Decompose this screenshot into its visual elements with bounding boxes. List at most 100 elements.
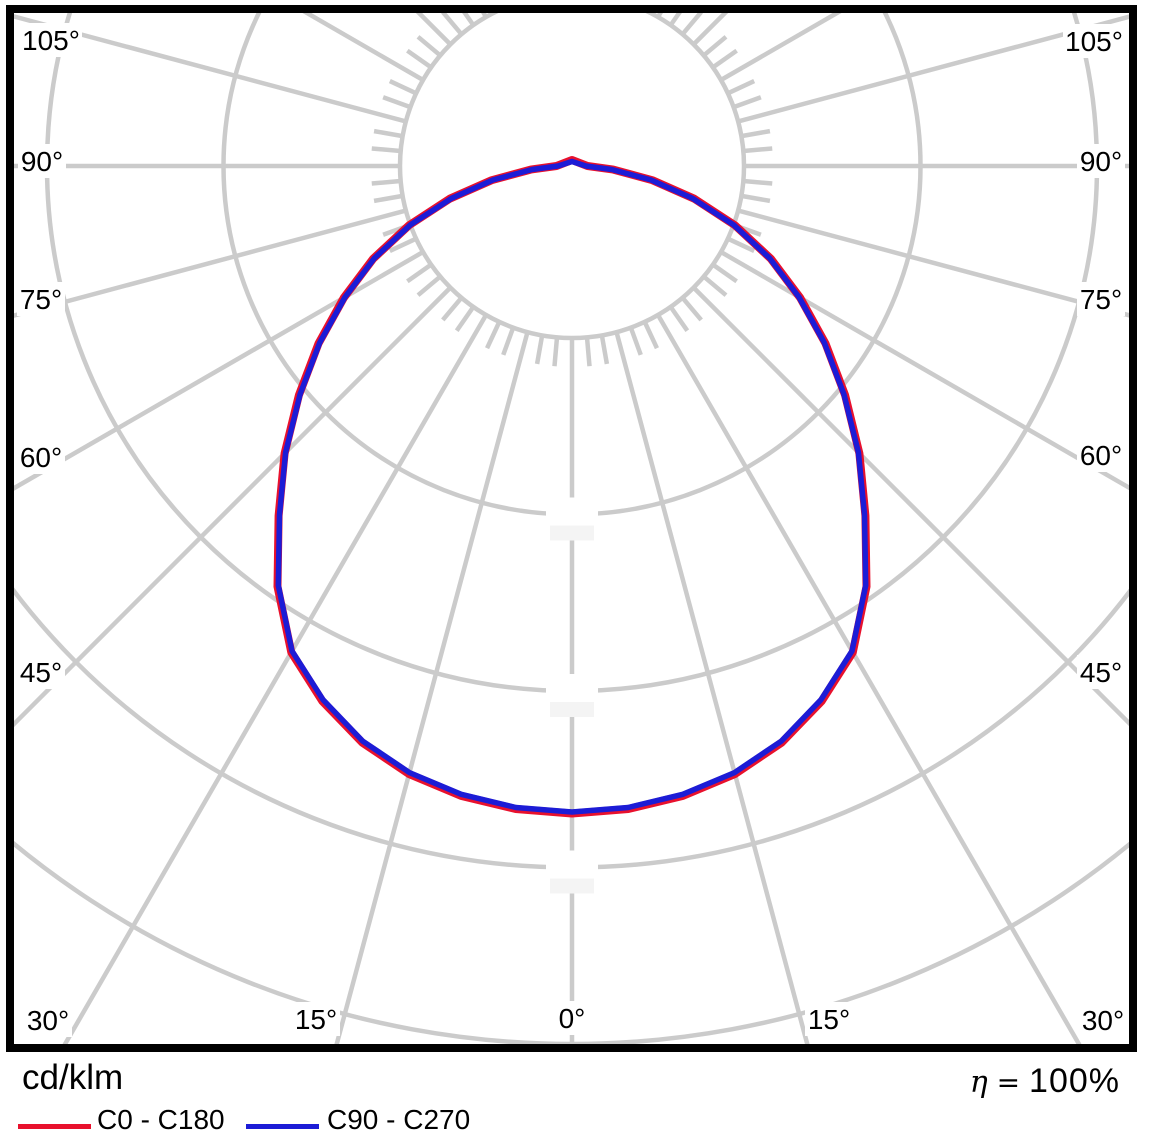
angle-label: 45° bbox=[20, 657, 62, 688]
legend-label-c90-c270: C90 - C270 bbox=[327, 1104, 471, 1135]
angle-label-backing bbox=[1077, 655, 1125, 689]
angle-label-backing bbox=[20, 23, 82, 57]
angle-label-backing bbox=[292, 1002, 340, 1036]
blank-radial-label-remnant bbox=[550, 525, 594, 541]
grid-minor-tick bbox=[740, 193, 771, 204]
angle-label: 0° bbox=[559, 1003, 586, 1034]
grid-minor-tick bbox=[599, 334, 610, 365]
grid-minor-tick bbox=[441, 296, 464, 322]
grid-ring bbox=[397, 12, 747, 341]
angle-label-backing bbox=[17, 282, 65, 316]
eta-value: 100% bbox=[1029, 1062, 1120, 1100]
grid-minor-tick bbox=[534, 334, 545, 365]
grid-minor-tick bbox=[732, 95, 762, 110]
grid-spoke bbox=[13, 250, 425, 492]
grid-minor-tick bbox=[388, 79, 418, 96]
legend-swatch-c90-c270 bbox=[246, 1124, 319, 1129]
grid-minor-tick bbox=[461, 12, 476, 27]
angle-label: 90° bbox=[21, 146, 63, 177]
grid-minor-tick bbox=[371, 146, 401, 154]
grid-spoke bbox=[13, 286, 452, 729]
grid-minor-tick bbox=[740, 128, 771, 139]
grid-spoke bbox=[656, 313, 1083, 1045]
plot-border bbox=[6, 5, 1137, 1052]
grid-minor-tick bbox=[702, 274, 728, 297]
grid-spoke bbox=[692, 286, 1130, 728]
angle-label: 60° bbox=[1080, 440, 1122, 471]
grid-minor-tick bbox=[628, 326, 643, 356]
grid-spoke bbox=[13, 208, 407, 319]
grid-minor-tick bbox=[485, 320, 502, 350]
grid-minor-tick bbox=[702, 35, 728, 58]
grid-minor-tick bbox=[726, 79, 756, 96]
grid-minor-tick bbox=[406, 48, 433, 70]
angle-label-backing bbox=[18, 144, 66, 178]
angle-label-backing bbox=[805, 1002, 853, 1036]
angle-label-backing bbox=[555, 1001, 589, 1035]
grid-minor-tick bbox=[373, 128, 404, 139]
angle-label: 60° bbox=[20, 442, 62, 473]
grid-minor-tick bbox=[454, 305, 476, 332]
grid-minor-tick bbox=[668, 305, 690, 332]
angle-label: 75° bbox=[20, 284, 62, 315]
grid-minor-tick bbox=[388, 236, 418, 253]
angle-label: 75° bbox=[1080, 284, 1122, 315]
eta-symbol: η bbox=[969, 1065, 988, 1100]
grid-minor-tick bbox=[680, 12, 703, 36]
grid-minor-tick bbox=[503, 0, 513, 4]
angle-label: 45° bbox=[1080, 657, 1122, 688]
grid-ring bbox=[13, 585, 1130, 870]
angle-label-backing bbox=[17, 655, 65, 689]
grid-minor-tick bbox=[406, 262, 433, 284]
grid-minor-tick bbox=[711, 48, 738, 70]
grid-spoke bbox=[737, 14, 1130, 124]
grid-minor-tick bbox=[416, 274, 442, 297]
legend-swatch-c0-c180 bbox=[18, 1124, 91, 1129]
grid-minor-tick bbox=[631, 0, 641, 4]
grid-spoke bbox=[61, 313, 488, 1045]
blank-radial-label-remnant bbox=[550, 878, 594, 894]
angle-label: 15° bbox=[808, 1004, 850, 1035]
grid-minor-tick bbox=[501, 326, 516, 356]
grid-minor-tick bbox=[642, 320, 659, 350]
angle-label-backing bbox=[1063, 24, 1125, 58]
eta-equals: = bbox=[987, 1066, 1030, 1099]
grid-minor-tick bbox=[584, 337, 592, 367]
grid-spoke bbox=[737, 208, 1130, 318]
grid-minor-tick bbox=[373, 193, 404, 204]
angle-label-backing bbox=[1077, 144, 1125, 178]
grid-minor-tick bbox=[726, 236, 756, 253]
angle-label-backing bbox=[24, 1003, 72, 1037]
angle-label-backing bbox=[1077, 438, 1125, 472]
angle-label: 105° bbox=[1065, 26, 1123, 57]
angle-label: 15° bbox=[295, 1004, 337, 1035]
radial-unit-label: cd/klm bbox=[22, 1058, 124, 1097]
angle-label: 90° bbox=[1080, 146, 1122, 177]
angle-label: 105° bbox=[22, 25, 80, 56]
grid-minor-tick bbox=[743, 146, 773, 154]
angle-label-backing bbox=[1079, 1003, 1127, 1037]
angle-label-backing bbox=[17, 440, 65, 474]
grid-spoke bbox=[614, 331, 810, 1045]
grid-minor-tick bbox=[371, 178, 401, 186]
angle-label-backing bbox=[1077, 282, 1125, 316]
efficiency-label: η = 100% bbox=[970, 1062, 1120, 1101]
grid-spoke bbox=[719, 250, 1130, 491]
grid-minor-tick bbox=[743, 178, 773, 186]
grid-spoke bbox=[334, 331, 530, 1045]
legend-label-c0-c180: C0 - C180 bbox=[97, 1104, 225, 1135]
angle-label: 30° bbox=[1082, 1005, 1124, 1036]
grid-minor-tick bbox=[552, 337, 560, 367]
grid-minor-tick bbox=[416, 35, 442, 58]
grid-minor-tick bbox=[382, 95, 412, 110]
grid-minor-tick bbox=[668, 12, 683, 27]
blank-radial-label-remnant bbox=[550, 702, 594, 717]
intensity-curve-c90-c270 bbox=[275, 158, 869, 815]
grid-spoke bbox=[13, 13, 407, 124]
angle-label: 30° bbox=[27, 1005, 69, 1036]
grid-minor-tick bbox=[680, 296, 703, 322]
grid-minor-tick bbox=[441, 12, 464, 36]
